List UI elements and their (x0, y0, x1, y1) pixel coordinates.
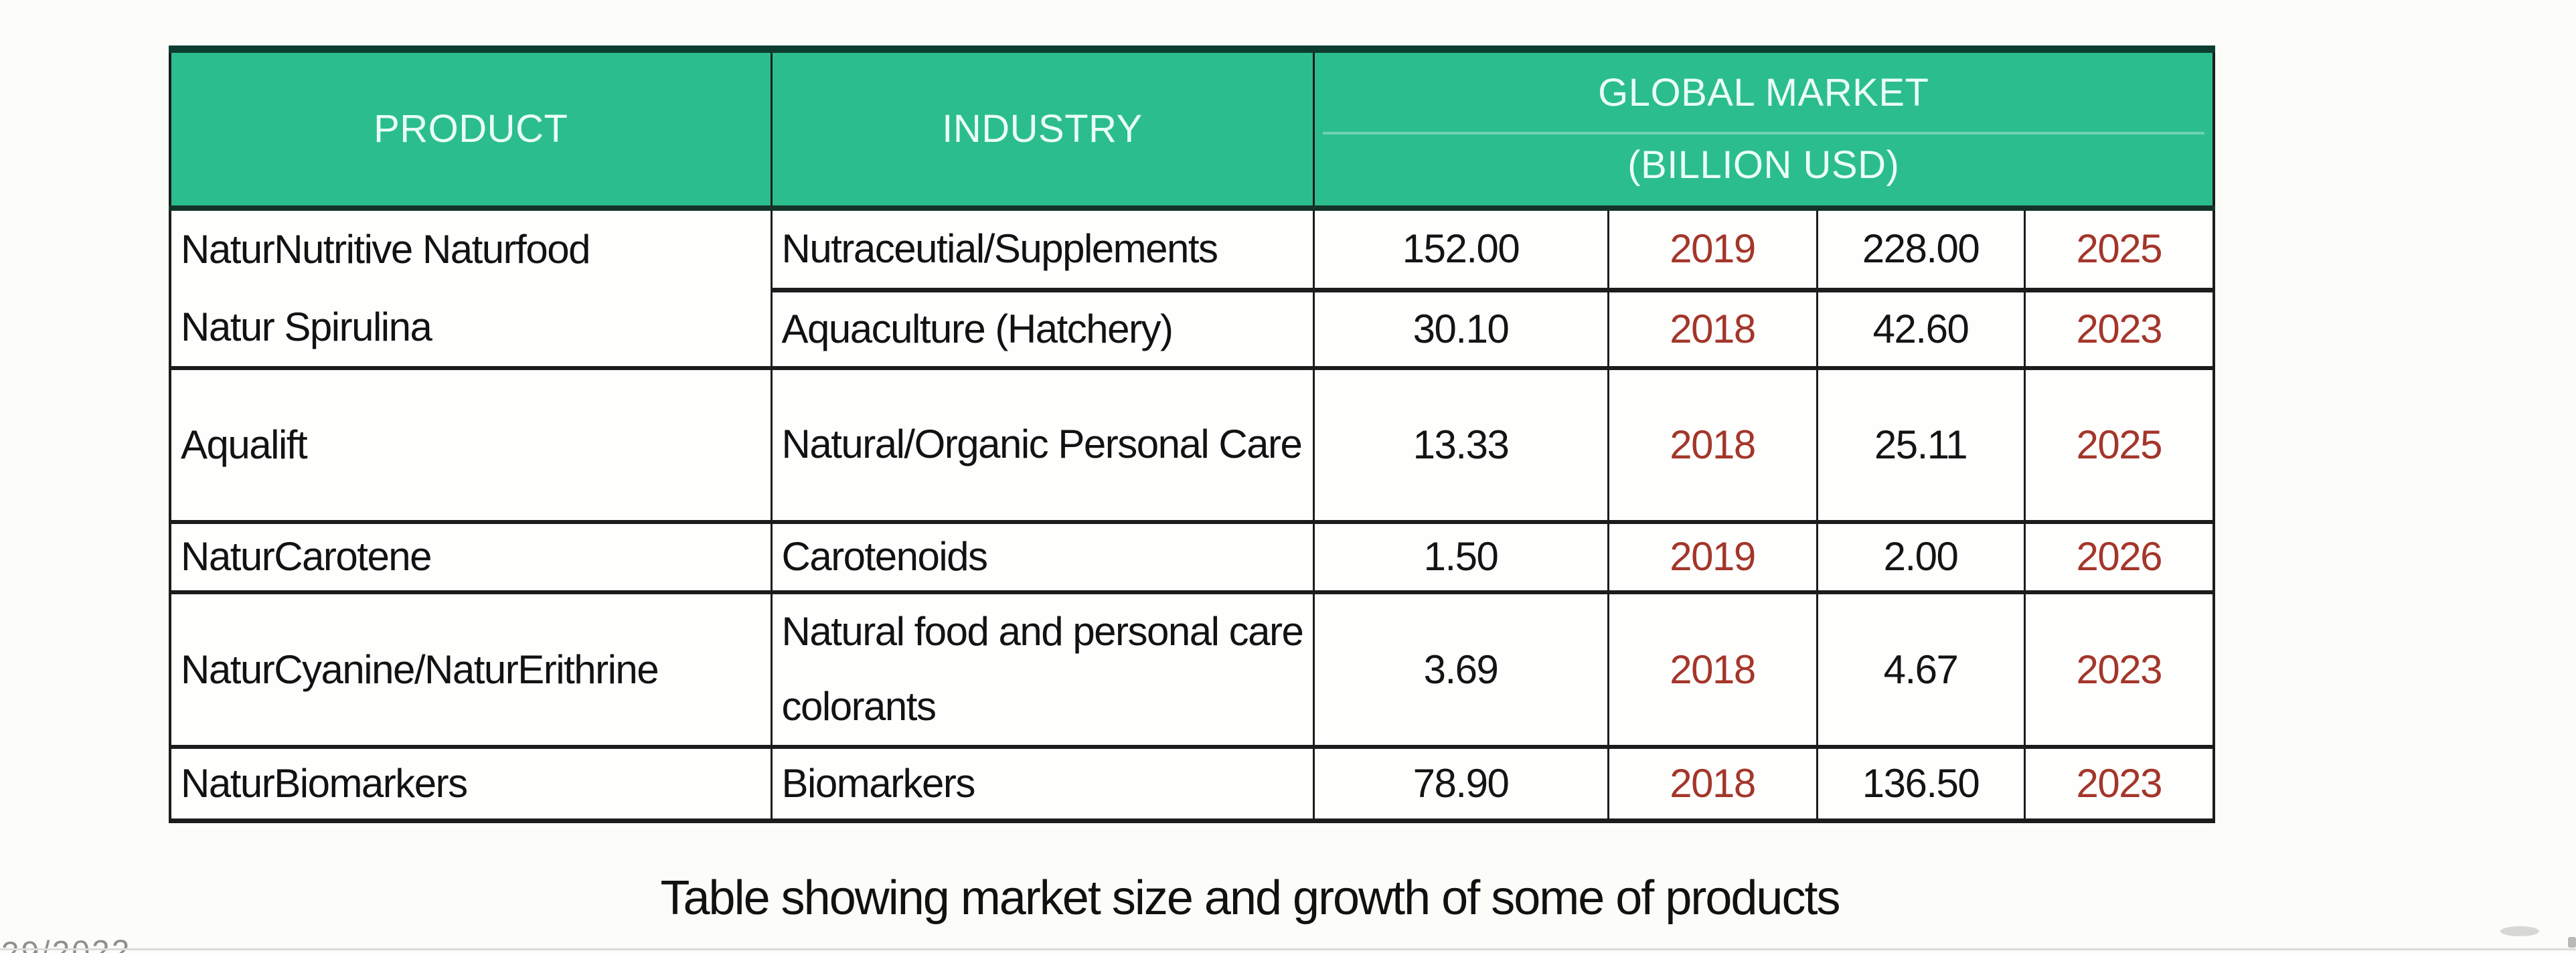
cell-value2: 2.00 (1816, 519, 2026, 593)
scan-smudge (2568, 937, 2576, 948)
cell-year2: 2025 (2023, 207, 2215, 292)
cell-industry: Natural food and personal care colorants (770, 590, 1315, 748)
cell-value1: 3.69 (1312, 590, 1609, 748)
cell-industry: Aquaculture (Hatchery) (770, 288, 1315, 369)
cell-value1: 78.90 (1312, 745, 1609, 822)
scan-smudge (2500, 926, 2539, 936)
table-row: Aquaculture (Hatchery) 30.10 2018 42.60 … (170, 288, 2215, 369)
header-global-line1: GLOBAL MARKET (1598, 70, 1929, 114)
cell-product: NaturCyanine/NaturErithrine (169, 590, 773, 748)
cell-value1: 13.33 (1312, 365, 1609, 523)
cell-year2: 2023 (2023, 590, 2215, 748)
cell-industry: Natural/Organic Personal Care (770, 365, 1315, 523)
cell-year1: 2018 (1607, 288, 1818, 369)
cell-value2: 228.00 (1816, 207, 2026, 292)
table-row: NaturCyanine/NaturErithrine Natural food… (169, 590, 2215, 748)
cell-year1: 2019 (1607, 207, 1818, 292)
cell-year1: 2019 (1607, 519, 1818, 593)
cell-value2: 42.60 (1816, 288, 2026, 369)
header-product-label: PRODUCT (374, 107, 568, 151)
cell-product: NaturBiomarkers (169, 745, 773, 822)
header-industry-label: INDUSTRY (942, 107, 1143, 151)
cell-product: NaturCarotene (169, 519, 773, 593)
cell-year2: 2023 (2023, 288, 2215, 369)
cell-year2: 2025 (2023, 365, 2215, 523)
table-caption: Table showing market size and growth of … (660, 871, 1841, 925)
product-naturnutritive: NaturNutritive Naturfood (181, 226, 590, 272)
header-row: PRODUCT INDUSTRY GLOBAL MARKET (BILLION … (169, 46, 2215, 211)
header-product: PRODUCT (169, 46, 773, 211)
cell-value2: 25.11 (1816, 365, 2026, 523)
cell-industry: Nutraceutial/Supplements (770, 207, 1315, 292)
table-row: Aqualift Natural/Organic Personal Care 1… (169, 365, 2215, 523)
cell-industry: Biomarkers (770, 745, 1315, 822)
cell-year2: 2023 (2023, 745, 2215, 822)
cell-value1: 152.00 (1312, 207, 1609, 292)
cell-year1: 2018 (1607, 365, 1818, 523)
product-naturspirulina: Natur Spirulina (181, 304, 432, 349)
slide-bottom-edge-line (0, 948, 2576, 950)
table-row: NaturNutritive Naturfood Natur Spirulina… (169, 207, 2215, 369)
cell-value2: 4.67 (1816, 590, 2026, 748)
cell-product: Aqualift (169, 365, 773, 523)
market-table-wrap: PRODUCT INDUSTRY GLOBAL MARKET (BILLION … (169, 46, 2216, 823)
cell-year1: 2018 (1607, 745, 1818, 822)
cell-product-merged: NaturNutritive Naturfood Natur Spirulina (169, 207, 773, 369)
cell-value1: 1.50 (1312, 519, 1609, 593)
cell-industry: Carotenoids (770, 519, 1315, 593)
header-global-market: GLOBAL MARKET (BILLION USD) (1312, 46, 2215, 211)
cell-year2: 2026 (2023, 519, 2215, 593)
market-table: PRODUCT INDUSTRY GLOBAL MARKET (BILLION … (169, 46, 2216, 823)
table-row: NaturCarotene Carotenoids 1.50 2019 2.00… (169, 519, 2215, 593)
cell-value2: 136.50 (1816, 745, 2026, 822)
header-industry: INDUSTRY (770, 46, 1315, 211)
cell-value1: 30.10 (1312, 288, 1609, 369)
merged-product-lines: NaturNutritive Naturfood Natur Spirulina (172, 211, 769, 366)
table-row: NaturBiomarkers Biomarkers 78.90 2018 13… (169, 745, 2215, 822)
header-global-line2: (BILLION USD) (1627, 143, 1900, 187)
cell-year1: 2018 (1607, 590, 1818, 748)
